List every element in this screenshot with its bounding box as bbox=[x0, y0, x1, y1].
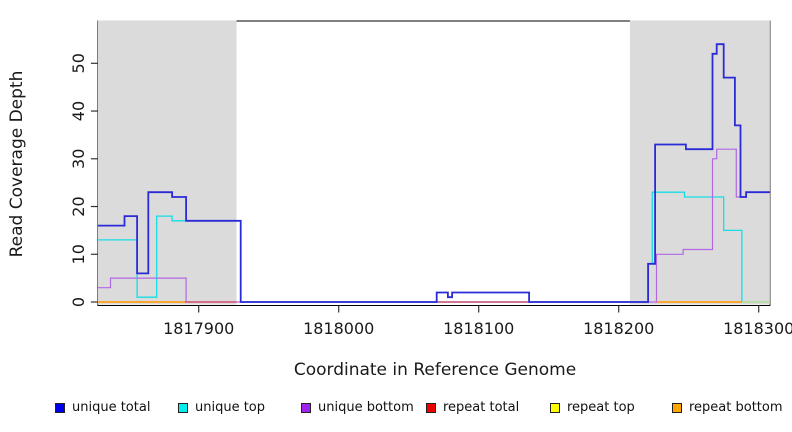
unique-total-swatch-icon bbox=[55, 403, 65, 413]
series-line-unique-total bbox=[97, 43, 770, 303]
legend-item-unique-top: unique top bbox=[178, 401, 265, 415]
legend-label: repeat bottom bbox=[689, 400, 783, 415]
x-axis-title: Coordinate in Reference Genome bbox=[293, 360, 577, 380]
x-tick-label: 1818300 bbox=[723, 319, 792, 338]
repeat-region-shade bbox=[97, 20, 237, 305]
legend-label: repeat top bbox=[567, 400, 635, 415]
y-tick-label: 50 bbox=[69, 53, 88, 73]
repeat-total-swatch-icon bbox=[426, 403, 436, 413]
x-tick-label: 1817900 bbox=[163, 319, 234, 338]
y-tick-label: 40 bbox=[69, 101, 88, 121]
legend-item-repeat-top: repeat top bbox=[550, 401, 635, 415]
unique-bottom-swatch-icon bbox=[301, 403, 311, 413]
legend-label: repeat total bbox=[443, 400, 520, 415]
legend-item-repeat-total: repeat total bbox=[426, 401, 519, 415]
x-tick-label: 1818200 bbox=[583, 319, 654, 338]
legend-label: unique total bbox=[72, 400, 151, 415]
x-tick-label: 1818100 bbox=[443, 319, 514, 338]
series-line-unique-bottom bbox=[97, 148, 770, 303]
x-tick-label: 1818000 bbox=[303, 319, 374, 338]
repeat-bottom-swatch-icon bbox=[672, 403, 682, 413]
repeat-top-swatch-icon bbox=[550, 403, 560, 413]
y-tick-label: 10 bbox=[69, 244, 88, 264]
legend-label: unique top bbox=[195, 400, 266, 415]
legend-item-unique-total: unique total bbox=[55, 401, 150, 415]
y-tick-label: 0 bbox=[69, 297, 88, 307]
legend-item-repeat-bottom: repeat bottom bbox=[672, 401, 783, 415]
repeat-region-shade bbox=[629, 20, 770, 305]
unique-top-swatch-icon bbox=[178, 403, 188, 413]
y-tick-label: 30 bbox=[69, 149, 88, 169]
legend-label: unique bottom bbox=[318, 400, 414, 415]
legend-item-unique-bottom: unique bottom bbox=[301, 401, 414, 415]
y-tick-label: 20 bbox=[69, 196, 88, 216]
